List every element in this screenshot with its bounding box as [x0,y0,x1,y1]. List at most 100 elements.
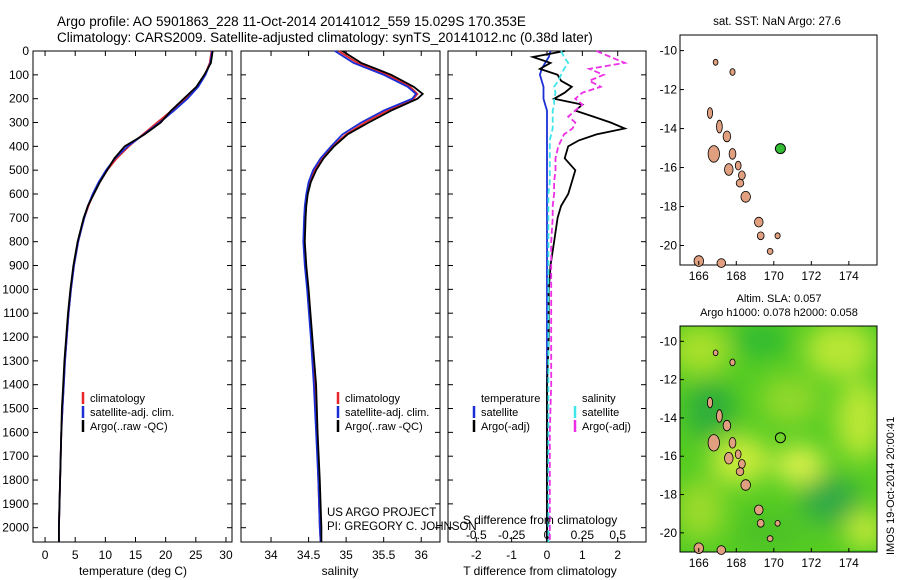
credit-pi: PI: GREGORY C. JOHNSON [327,521,477,533]
y-tick-label: 1900 [2,497,29,511]
x-tick-label: 10 [99,548,113,562]
island [716,409,723,423]
series-line-climatology [303,50,419,543]
x-tick-label: 36 [415,548,429,562]
salinity-panel-frame [240,50,441,543]
s-tick-label: 0.25 [571,528,595,542]
island [707,434,720,452]
island [722,130,732,143]
difference-legend: temperature salinity satellite Argo(-adj… [472,393,631,433]
sla-map-axes: 166 168 170 172 174 -10 -12 -14 -16 -18 -20 [660,334,860,570]
y-tick-label: 800 [9,235,29,249]
salinity-axis: 34 34.5 35 35.5 36 [241,50,440,562]
island [735,467,745,476]
y-tick-label: 400 [9,139,29,153]
temperature-xlabel: temperature (deg C) [79,564,187,578]
x-tick-label: 15 [129,548,143,562]
y-tick-label: 1000 [2,282,29,296]
island [728,437,737,449]
legend-label-climatology: climatology [345,393,401,405]
island [740,191,751,203]
map-x-tick-label: 168 [726,556,746,570]
y-tick-label: 0 [22,44,29,58]
x-tick-label: 0 [544,548,551,562]
salinity-xlabel: salinity [322,564,359,578]
island [712,349,719,357]
difference-axis: -2 -1 0 1 2-0.5 -0.25 0 0.25 0.5 [448,50,646,562]
legend-label-satellite: satellite-adj. clim. [90,407,174,419]
map-x-tick-label: 174 [839,269,859,283]
series-line-satellite [547,50,570,542]
island [722,419,732,432]
island [729,68,736,76]
map-y-tick-label: -18 [660,488,678,502]
map-x-tick-label: 170 [764,556,784,570]
map-x-tick-label: 170 [764,269,784,283]
island [734,160,742,171]
sst-map-axes: 166 168 170 172 174 -10 -12 -14 -16 -18 -20 [660,44,860,283]
x-tick-label: 5 [72,548,79,562]
temperature-panel-frame [32,50,233,543]
temperature-legend: climatology satellite-adj. clim. Argo(..… [81,392,174,433]
sla-map-frame [679,325,878,553]
map-x-tick-label: 166 [689,269,709,283]
header-line1: Argo profile: AO 5901863_228 11-Oct-2014… [57,14,526,29]
s-tick-label: -0.25 [498,528,526,542]
island [707,107,714,119]
island [756,518,765,528]
map-y-tick-label: -20 [660,239,678,253]
map-x-tick-label: 172 [801,556,821,570]
imos-timestamp: IMOS 19-Oct-2014 20:00:41 [885,417,897,555]
y-tick-label: 1500 [2,402,29,416]
legend-label-climatology: climatology [90,393,146,405]
x-tick-label: 20 [159,548,173,562]
y-tick-label: 500 [9,163,29,177]
y-tick-label: 1600 [2,425,29,439]
y-tick-label: 1200 [2,330,29,344]
legend-title-salinity: salinity [582,393,616,405]
s-difference-xlabel: S difference from climatology [463,513,618,527]
legend-label-argo: Argo(..raw -QC) [90,421,168,433]
salinity-legend: climatology satellite-adj. clim. Argo(..… [336,392,429,433]
temperature-axis: 0100200300400500600700800900100011001200… [2,44,233,562]
island [728,148,737,160]
sst-argo-marker [774,143,786,155]
map-y-tick-label: -16 [660,161,678,175]
y-tick-label: 1700 [2,449,29,463]
salinity-series [302,50,425,543]
y-tick-label: 200 [9,92,29,106]
series-line-satellite-adj-clim- [58,50,213,542]
map-y-tick-label: -16 [660,449,678,463]
x-tick-label: 2 [614,548,621,562]
sla-heatmap [680,326,877,552]
difference-series [529,50,629,542]
x-tick-label: 34 [264,548,278,562]
y-tick-label: 600 [9,187,29,201]
sla-map-title-line2: Argo h1000: 0.078 h2000: 0.058 [700,307,858,319]
x-tick-label: -1 [506,548,517,562]
legend-label-t-satellite: satellite [481,407,518,419]
y-tick-label: 1300 [2,354,29,368]
island [707,396,714,409]
y-tick-label: 100 [9,68,29,82]
legend-label-s-satellite: satellite [582,407,619,419]
legend-label-s-argo: Argo(-adj) [582,421,631,433]
x-tick-label: 25 [189,548,203,562]
map-y-tick-label: -14 [660,122,678,136]
island [766,247,774,255]
x-tick-label: 30 [219,548,233,562]
series-line-argo-raw-qc- [303,50,425,542]
island [716,119,723,134]
y-tick-label: 1800 [2,473,29,487]
x-tick-label: 0 [42,548,49,562]
y-tick-label: 300 [9,116,29,130]
island [729,358,736,367]
temperature-series [58,50,214,542]
sla-map-islands [693,349,781,555]
s-tick-label: -0.5 [466,528,487,542]
map-x-tick-label: 168 [726,269,746,283]
island [756,231,765,241]
map-x-tick-label: 174 [839,556,859,570]
island [766,535,774,542]
island [716,258,727,268]
